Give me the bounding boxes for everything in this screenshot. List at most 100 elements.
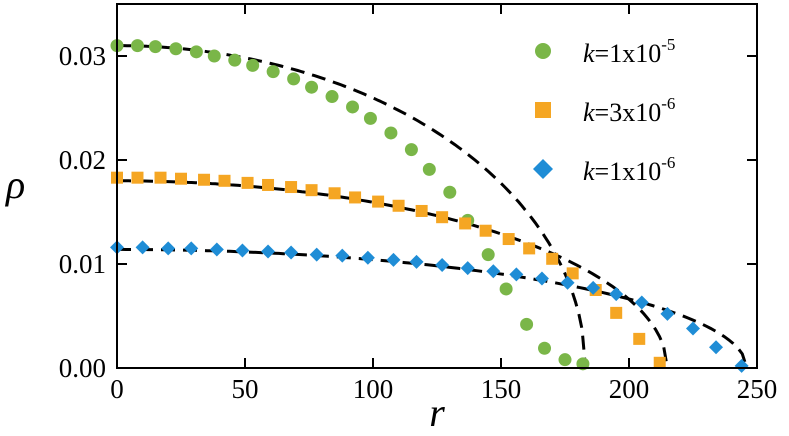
legend-label: k=1x10-6 <box>583 153 675 186</box>
data-point-circle <box>422 162 436 176</box>
x-tick-label: 250 <box>737 374 778 404</box>
legend-entry: k=1x10-5 <box>535 35 675 68</box>
y-tick-label: 0.01 <box>59 249 106 279</box>
legend-label: k=3x10-6 <box>583 94 675 127</box>
data-point-square <box>241 176 254 189</box>
legend: k=1x10-5 k=3x10-6 k=1x10-6 <box>533 35 675 186</box>
legend-entry: k=1x10-6 <box>533 153 675 186</box>
data-point-square <box>218 174 231 187</box>
data-point-diamond <box>135 240 150 255</box>
data-point-circle <box>325 90 339 104</box>
y-tick-label: 0.00 <box>59 353 106 383</box>
data-point-square <box>653 356 666 369</box>
data-point-square <box>175 172 187 185</box>
data-point-diamond <box>209 242 224 257</box>
data-point-diamond <box>509 267 524 282</box>
data-point-circle <box>169 42 183 56</box>
data-point-diamond <box>335 248 350 263</box>
data-point-circle <box>538 341 552 355</box>
data-point-diamond <box>634 295 649 310</box>
data-point-square <box>349 191 362 204</box>
data-point-circle <box>363 111 377 125</box>
data-point-circle <box>305 80 319 94</box>
fit-curve <box>117 247 749 369</box>
data-point-circle <box>228 53 242 67</box>
data-point-circle <box>404 143 418 157</box>
data-point-circle <box>189 45 203 59</box>
data-point-square <box>546 252 559 265</box>
data-point-square <box>633 332 646 345</box>
data-point-square <box>502 233 515 246</box>
data-point-circle <box>481 248 495 262</box>
legend-marker-square <box>535 102 551 118</box>
x-tick-label: 0 <box>110 374 124 404</box>
data-point-diamond <box>309 247 324 262</box>
data-point-diamond <box>409 254 424 269</box>
data-point-diamond <box>609 287 624 302</box>
data-point-diamond <box>435 258 450 273</box>
legend-marker-diamond <box>533 159 553 179</box>
fit-curve <box>117 179 669 369</box>
data-point-diamond <box>560 275 575 290</box>
data-point-diamond <box>534 271 549 286</box>
data-points <box>110 39 749 373</box>
data-point-diamond <box>486 264 501 279</box>
data-point-circle <box>520 317 534 331</box>
fit-curves <box>117 44 749 369</box>
data-point-circle <box>266 65 280 79</box>
data-point-diamond <box>235 243 250 258</box>
data-point-circle <box>558 353 572 367</box>
data-point-diamond <box>460 261 475 276</box>
data-point-square <box>415 204 428 217</box>
data-point-square <box>372 195 385 208</box>
data-point-circle <box>287 72 301 86</box>
x-axis-title: r <box>429 390 445 435</box>
data-point-diamond <box>360 250 375 265</box>
data-point-diamond <box>709 340 724 355</box>
data-point-square <box>131 171 144 184</box>
data-point-square <box>523 242 536 255</box>
y-tick-label: 0.03 <box>59 41 106 71</box>
data-point-square <box>154 171 167 184</box>
data-point-circle <box>207 49 221 63</box>
axis-ticks: 0 50 100 150 200 250 0.00 0.01 0.02 0.03 <box>59 4 778 404</box>
data-point-diamond <box>734 358 749 373</box>
data-point-square <box>459 217 472 230</box>
legend-label: k=1x10-5 <box>583 35 675 68</box>
data-point-circle <box>443 185 457 199</box>
y-tick-label: 0.02 <box>59 145 106 175</box>
data-point-circle <box>499 282 513 296</box>
data-point-diamond <box>586 280 601 295</box>
y-axis-title: ρ <box>4 162 25 207</box>
data-point-diamond <box>161 241 176 256</box>
x-tick-label: 150 <box>481 374 522 404</box>
x-tick-label: 50 <box>232 374 259 404</box>
data-point-circle <box>148 40 162 54</box>
x-tick-label: 100 <box>353 374 394 404</box>
legend-marker-circle <box>535 43 551 59</box>
data-point-square <box>392 199 405 212</box>
x-tick-label: 200 <box>609 374 650 404</box>
plot-frame <box>116 3 758 369</box>
data-point-square <box>436 211 449 224</box>
legend-entry: k=3x10-6 <box>535 94 675 127</box>
data-point-square <box>262 178 275 191</box>
fit-curve <box>117 44 587 369</box>
data-point-square <box>285 181 298 194</box>
data-point-square <box>305 184 318 197</box>
data-point-diamond <box>386 252 401 267</box>
data-point-circle <box>130 39 144 53</box>
data-point-circle <box>384 126 398 140</box>
data-point-square <box>479 224 492 237</box>
data-point-diamond <box>261 244 276 259</box>
data-point-diamond <box>184 241 199 256</box>
data-point-circle <box>346 100 360 114</box>
data-point-diamond <box>686 321 700 336</box>
data-point-circle <box>246 58 260 72</box>
data-point-square <box>328 187 341 200</box>
data-point-square <box>198 173 211 186</box>
data-point-square <box>610 306 623 319</box>
data-point-diamond <box>284 245 299 260</box>
data-point-diamond <box>660 306 675 321</box>
